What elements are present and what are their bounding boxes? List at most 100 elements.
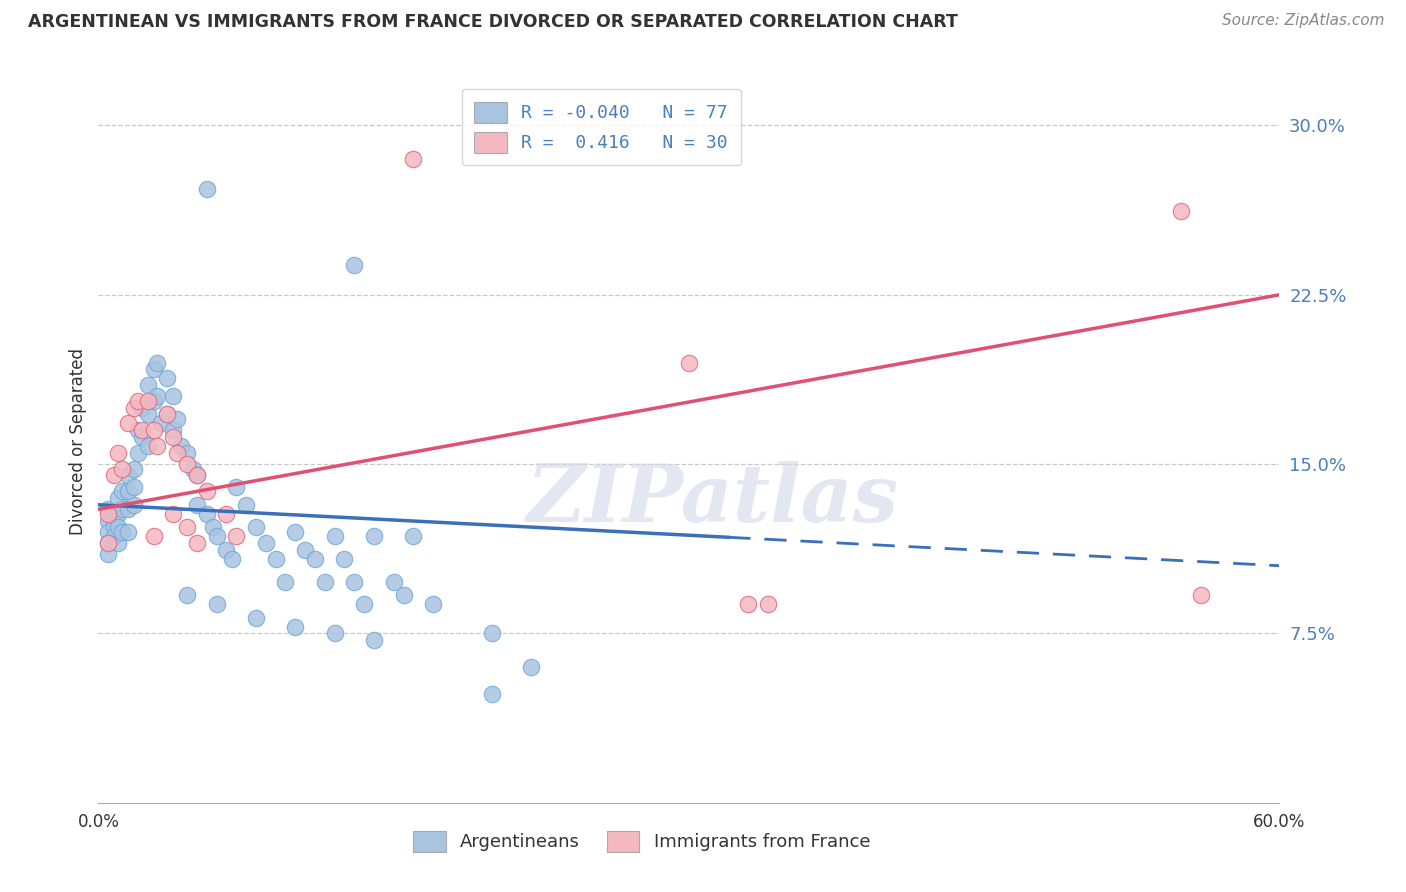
Point: [245, 610, 267, 624]
Point: [117, 468, 139, 483]
Point: [254, 536, 277, 550]
Point: [363, 633, 385, 648]
Point: [146, 389, 169, 403]
Point: [103, 520, 125, 534]
Point: [150, 417, 173, 431]
Point: [304, 552, 326, 566]
Point: [481, 687, 503, 701]
Point: [201, 520, 224, 534]
Point: [294, 542, 316, 557]
Point: [107, 536, 129, 550]
Point: [176, 520, 198, 534]
Point: [195, 484, 218, 499]
Point: [97, 548, 120, 562]
Point: [146, 439, 169, 453]
Point: [117, 502, 139, 516]
Point: [170, 439, 193, 453]
Y-axis label: Divorced or Separated: Divorced or Separated: [69, 348, 87, 535]
Point: [225, 480, 247, 494]
Point: [127, 423, 149, 437]
Point: [107, 446, 129, 460]
Point: [131, 401, 153, 415]
Point: [131, 423, 153, 437]
Point: [122, 461, 145, 475]
Point: [136, 408, 159, 422]
Point: [142, 362, 165, 376]
Point: [162, 507, 184, 521]
Point: [97, 502, 120, 516]
Point: [117, 484, 139, 499]
Text: ARGENTINEAN VS IMMIGRANTS FROM FRANCE DIVORCED OR SEPARATED CORRELATION CHART: ARGENTINEAN VS IMMIGRANTS FROM FRANCE DI…: [28, 13, 957, 31]
Point: [136, 393, 159, 408]
Point: [142, 423, 165, 437]
Point: [176, 446, 198, 460]
Point: [181, 461, 204, 475]
Point: [103, 529, 125, 543]
Point: [97, 536, 120, 550]
Point: [323, 626, 346, 640]
Point: [225, 529, 247, 543]
Point: [402, 153, 425, 167]
Point: [481, 626, 503, 640]
Point: [382, 574, 405, 589]
Point: [162, 430, 184, 444]
Point: [284, 620, 307, 634]
Point: [221, 552, 243, 566]
Point: [186, 468, 208, 483]
Point: [195, 181, 218, 195]
Point: [274, 574, 297, 589]
Point: [235, 498, 257, 512]
Point: [343, 259, 366, 273]
Point: [127, 393, 149, 408]
Point: [127, 446, 149, 460]
Point: [97, 514, 120, 528]
Point: [195, 507, 218, 521]
Point: [142, 529, 165, 543]
Point: [678, 355, 700, 369]
Point: [520, 660, 543, 674]
Text: Source: ZipAtlas.com: Source: ZipAtlas.com: [1222, 13, 1385, 29]
Point: [156, 371, 179, 385]
Point: [186, 498, 208, 512]
Point: [737, 597, 759, 611]
Point: [392, 588, 415, 602]
Point: [264, 552, 287, 566]
Point: [205, 529, 228, 543]
Point: [284, 524, 307, 539]
Point: [1189, 588, 1212, 602]
Point: [756, 597, 779, 611]
Point: [111, 484, 134, 499]
Point: [117, 524, 139, 539]
Point: [111, 461, 134, 475]
Point: [1170, 204, 1192, 219]
Point: [117, 417, 139, 431]
Point: [136, 439, 159, 453]
Point: [131, 430, 153, 444]
Point: [363, 529, 385, 543]
Point: [162, 389, 184, 403]
Point: [103, 468, 125, 483]
Point: [111, 524, 134, 539]
Point: [122, 401, 145, 415]
Point: [97, 507, 120, 521]
Point: [97, 524, 120, 539]
Point: [333, 552, 356, 566]
Point: [215, 507, 238, 521]
Point: [314, 574, 336, 589]
Text: ZIPatlas: ZIPatlas: [526, 460, 898, 538]
Point: [107, 520, 129, 534]
Point: [142, 393, 165, 408]
Point: [176, 457, 198, 471]
Point: [205, 597, 228, 611]
Point: [146, 355, 169, 369]
Point: [353, 597, 375, 611]
Point: [245, 520, 267, 534]
Point: [215, 542, 238, 557]
Point: [166, 412, 188, 426]
Point: [186, 536, 208, 550]
Point: [176, 588, 198, 602]
Point: [122, 480, 145, 494]
Point: [422, 597, 444, 611]
Point: [156, 408, 179, 422]
Point: [186, 468, 208, 483]
